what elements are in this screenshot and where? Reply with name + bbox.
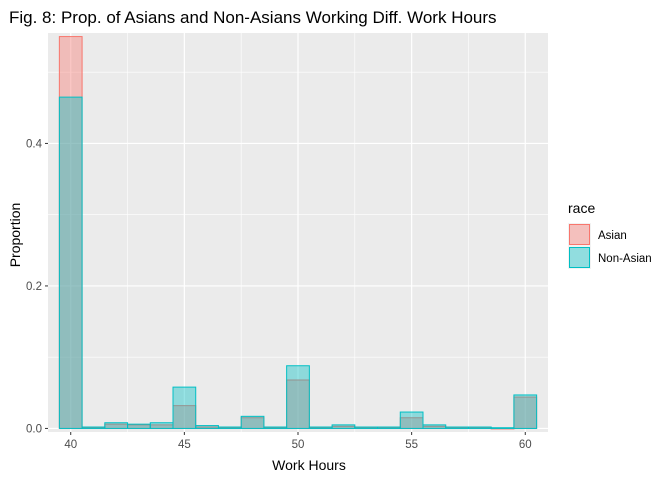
x-tick-label: 55: [405, 439, 418, 451]
bar-non-asian-41: [81, 426, 106, 429]
bar-non-asian-58: [467, 426, 492, 429]
legend-label: Asian: [598, 230, 627, 242]
legend-swatch-non-asian: [569, 247, 590, 268]
bar-non-asian-46: [195, 425, 219, 429]
legend-label: Non-Asian: [598, 253, 652, 265]
x-tick-label: 45: [178, 439, 191, 451]
bar-non-asian-49: [263, 426, 288, 429]
legend: race Asian Non-Asian: [568, 200, 652, 269]
legend-swatch-asian: [569, 224, 590, 245]
legend-key-bg: [568, 246, 591, 269]
bar-non-asian-60: [513, 394, 538, 429]
y-axis-title: Proportion: [7, 203, 23, 268]
y-tick-label: 0.2: [26, 281, 42, 293]
bar-non-asian-57: [445, 426, 469, 429]
bar-non-asian-43: [127, 423, 151, 429]
x-tick-label: 40: [64, 439, 77, 451]
bar-non-asian-45: [172, 386, 197, 429]
x-axis-title: Work Hours: [272, 457, 346, 473]
y-tick-label: 0.0: [26, 423, 42, 435]
bar-non-asian-44: [149, 422, 174, 429]
bar-non-asian-56: [422, 424, 447, 429]
bar-non-asian-47: [217, 426, 242, 429]
bar-non-asian-50: [286, 365, 310, 429]
chart-title: Fig. 8: Prop. of Asians and Non-Asians W…: [9, 8, 497, 27]
y-axis: 0.0 0.2 0.4: [26, 138, 48, 435]
bar-non-asian-48: [240, 415, 265, 429]
legend-title: race: [568, 200, 595, 216]
bar-non-asian-54: [377, 426, 401, 429]
bars-layer: [58, 36, 538, 430]
legend-key-bg: [568, 223, 591, 246]
bar-non-asian-55: [399, 411, 424, 429]
x-tick-label: 60: [519, 439, 532, 451]
x-tick-label: 50: [292, 439, 305, 451]
bar-non-asian-53: [354, 426, 379, 429]
bar-non-asian-59: [490, 427, 515, 429]
bar-non-asian-52: [331, 424, 356, 429]
bar-non-asian-51: [308, 426, 333, 429]
x-axis: 40 45 50 55 60: [64, 432, 532, 451]
y-tick-label: 0.4: [26, 138, 43, 150]
bar-non-asian-42: [104, 422, 129, 429]
bar-non-asian-40: [58, 96, 83, 429]
